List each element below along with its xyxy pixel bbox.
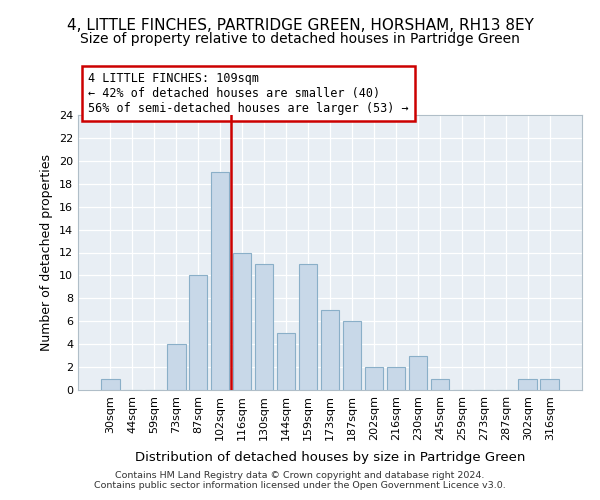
Bar xyxy=(277,332,295,390)
Bar xyxy=(541,378,559,390)
Text: Contains HM Land Registry data © Crown copyright and database right 2024.
Contai: Contains HM Land Registry data © Crown c… xyxy=(94,470,506,490)
Bar xyxy=(211,172,229,390)
Text: 4, LITTLE FINCHES, PARTRIDGE GREEN, HORSHAM, RH13 8EY: 4, LITTLE FINCHES, PARTRIDGE GREEN, HORS… xyxy=(67,18,533,32)
Bar xyxy=(386,367,405,390)
Bar xyxy=(167,344,185,390)
Bar xyxy=(255,264,274,390)
Bar xyxy=(101,378,119,390)
X-axis label: Distribution of detached houses by size in Partridge Green: Distribution of detached houses by size … xyxy=(135,451,525,464)
Bar xyxy=(189,276,208,390)
Bar xyxy=(299,264,317,390)
Bar xyxy=(233,252,251,390)
Bar xyxy=(431,378,449,390)
Bar xyxy=(365,367,383,390)
Text: 4 LITTLE FINCHES: 109sqm
← 42% of detached houses are smaller (40)
56% of semi-d: 4 LITTLE FINCHES: 109sqm ← 42% of detach… xyxy=(88,72,409,115)
Bar xyxy=(343,322,361,390)
Text: Size of property relative to detached houses in Partridge Green: Size of property relative to detached ho… xyxy=(80,32,520,46)
Bar xyxy=(409,356,427,390)
Y-axis label: Number of detached properties: Number of detached properties xyxy=(40,154,53,351)
Bar xyxy=(320,310,340,390)
Bar xyxy=(518,378,537,390)
